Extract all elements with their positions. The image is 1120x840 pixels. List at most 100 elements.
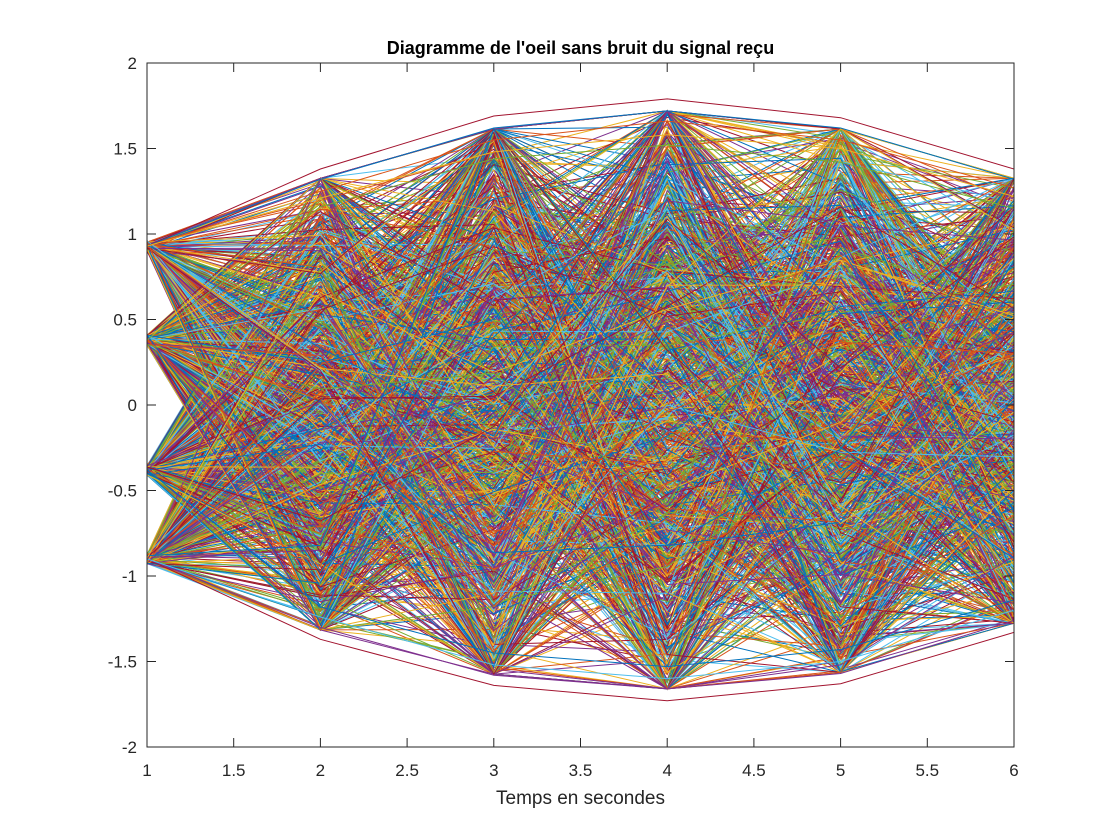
eye-trace — [147, 151, 1014, 380]
eye-trace — [147, 380, 1014, 630]
eye-trace — [147, 281, 1014, 475]
y-tick-label-1: -1.5 — [108, 653, 137, 672]
eye-trace — [147, 215, 1014, 690]
eye-trace — [147, 160, 1014, 603]
eye-trace — [147, 128, 1014, 674]
eye-trace — [147, 199, 1014, 554]
eye-trace — [147, 267, 1014, 571]
eye-trace — [147, 206, 1014, 560]
x-tick-label-3: 2.5 — [395, 761, 419, 780]
eye-trace — [147, 339, 1014, 615]
eye-trace — [147, 207, 1014, 541]
x-tick-label-0: 1 — [142, 761, 151, 780]
eye-trace — [147, 248, 1014, 690]
envelope-trace-3 — [147, 134, 1014, 247]
y-tick-label-7: 1.5 — [113, 140, 137, 159]
eye-trace — [147, 243, 1014, 665]
eye-trace — [147, 227, 1014, 547]
x-tick-label-4: 3 — [489, 761, 498, 780]
eye-trace — [147, 328, 1014, 676]
eye-trace — [147, 247, 1014, 691]
eye-trace — [147, 246, 1014, 563]
eye-trace — [147, 270, 1014, 560]
chart-title: Diagramme de l'oeil sans bruit du signal… — [387, 38, 774, 58]
eye-trace — [147, 225, 1014, 462]
eye-trace — [147, 175, 1014, 631]
eye-trace — [147, 131, 1014, 673]
eye-trace — [147, 228, 1014, 435]
eye-trace — [147, 353, 1014, 579]
eye-trace — [147, 249, 1014, 546]
eye-trace — [147, 240, 1014, 627]
eye-trace — [147, 223, 1014, 577]
eye-trace — [147, 244, 1014, 525]
y-tick-label-3: -0.5 — [108, 482, 137, 501]
eye-trace — [147, 246, 1014, 584]
envelope-trace-5 — [147, 558, 1014, 702]
trace-group — [147, 98, 1014, 702]
eye-trace — [147, 160, 1014, 545]
eye-trace — [147, 247, 1014, 604]
envelope-trace-0 — [147, 98, 1014, 247]
eye-trace — [147, 338, 1014, 570]
eye-trace — [147, 246, 1014, 588]
eye-trace — [147, 128, 1014, 504]
envelope-trace-1 — [147, 110, 1014, 247]
eye-trace — [147, 244, 1014, 577]
envelope-trace-4 — [147, 144, 1014, 341]
eye-trace — [147, 177, 1014, 559]
eye-trace — [147, 177, 1014, 632]
eye-trace — [147, 339, 1014, 607]
eye-trace — [147, 254, 1014, 556]
eye-trace — [147, 269, 1014, 435]
eye-trace — [147, 215, 1014, 624]
eye-trace — [147, 177, 1014, 630]
eye-trace — [147, 127, 1014, 498]
eye-trace — [147, 207, 1014, 523]
eye-trace — [147, 257, 1014, 675]
x-tick-label-5: 3.5 — [569, 761, 593, 780]
eye-trace — [147, 166, 1014, 561]
eye-trace — [147, 341, 1014, 535]
eye-trace — [147, 339, 1014, 601]
envelope-trace-8 — [147, 469, 1014, 668]
eye-trace — [147, 114, 1014, 363]
eye-trace — [147, 247, 1014, 653]
x-axis-label: Temps en secondes — [496, 788, 665, 809]
eye-trace — [147, 204, 1014, 567]
eye-trace — [147, 339, 1014, 525]
eye-trace — [147, 210, 1014, 510]
y-tick-label-4: 0 — [128, 396, 137, 415]
x-tick-label-1: 1.5 — [222, 761, 246, 780]
eye-trace — [147, 112, 1014, 559]
eye-trace — [147, 271, 1014, 616]
eye-trace — [147, 170, 1014, 474]
y-tick-label-2: -1 — [122, 567, 137, 586]
y-tick-label-6: 1 — [128, 225, 137, 244]
eye-trace — [147, 261, 1014, 574]
x-tick-label-6: 4 — [662, 761, 671, 780]
envelope-trace-7 — [147, 558, 1014, 680]
eye-trace — [147, 133, 1014, 672]
x-tick-label-9: 5.5 — [915, 761, 939, 780]
eye-trace — [147, 341, 1014, 690]
eye-trace — [147, 283, 1014, 536]
eye-trace — [147, 292, 1014, 514]
eye-trace — [147, 275, 1014, 555]
eye-trace — [147, 127, 1014, 684]
eye-trace — [147, 251, 1014, 584]
x-tick-label-10: 6 — [1009, 761, 1018, 780]
eye-trace — [147, 109, 1014, 550]
x-tick-label-2: 2 — [316, 761, 325, 780]
eye-trace — [147, 178, 1014, 604]
eye-trace — [147, 281, 1014, 563]
eye-trace — [147, 241, 1014, 631]
eye-trace — [147, 218, 1014, 522]
envelope-trace-6 — [147, 558, 1014, 690]
eye-trace — [147, 226, 1014, 631]
tick-group: 1 1.5 2 2.5 3 3.5 4 4.5 5 5.5 6 -2 -1.5 -1 -0.5 0 0.5 1 1.… — [108, 54, 1019, 780]
x-tick-label-7: 4.5 — [742, 761, 766, 780]
eye-trace — [147, 287, 1014, 563]
